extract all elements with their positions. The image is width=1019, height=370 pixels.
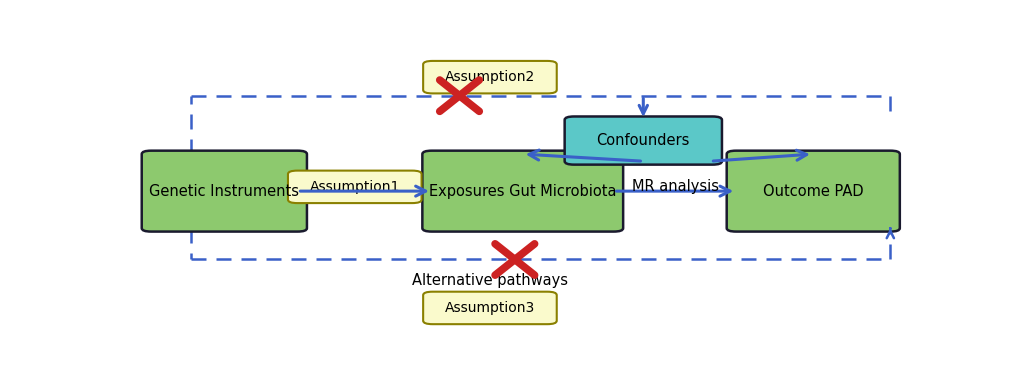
FancyBboxPatch shape bbox=[423, 292, 556, 324]
Text: Assumption2: Assumption2 bbox=[444, 70, 535, 84]
FancyBboxPatch shape bbox=[565, 117, 721, 165]
FancyBboxPatch shape bbox=[423, 61, 556, 93]
Text: Assumption1: Assumption1 bbox=[310, 180, 399, 194]
Text: Confounders: Confounders bbox=[596, 133, 689, 148]
Text: Genetic Instruments: Genetic Instruments bbox=[149, 184, 299, 199]
Text: Outcome PAD: Outcome PAD bbox=[762, 184, 863, 199]
Text: Alternative pathways: Alternative pathways bbox=[411, 273, 567, 288]
Text: Assumption3: Assumption3 bbox=[444, 301, 535, 315]
FancyBboxPatch shape bbox=[726, 151, 899, 232]
FancyBboxPatch shape bbox=[142, 151, 307, 232]
FancyBboxPatch shape bbox=[422, 151, 623, 232]
FancyBboxPatch shape bbox=[287, 171, 421, 203]
Text: Exposures Gut Microbiota: Exposures Gut Microbiota bbox=[429, 184, 615, 199]
Text: MR analysis: MR analysis bbox=[631, 179, 718, 194]
